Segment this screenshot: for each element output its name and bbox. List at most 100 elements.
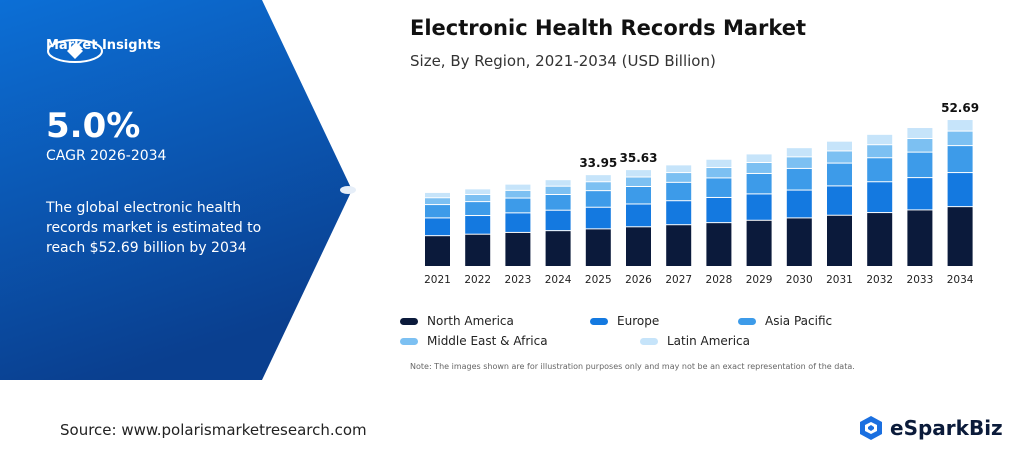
legend-swatch xyxy=(400,317,418,325)
bar-segment xyxy=(746,220,772,266)
bar-segment xyxy=(585,229,611,266)
bar-segment xyxy=(585,175,611,182)
bar-segment xyxy=(867,213,893,266)
chart-legend: North America Europe Asia Pacific Middle… xyxy=(400,314,920,354)
legend-label: Europe xyxy=(617,314,660,328)
bar-segment xyxy=(907,178,933,210)
bar-segment xyxy=(425,198,450,205)
bar-segment xyxy=(545,195,571,210)
illustration-note: Note: The images shown are for illustrat… xyxy=(410,362,855,371)
data-label: 52.69 xyxy=(941,101,979,115)
bar-segment xyxy=(465,216,491,234)
bar-segment xyxy=(907,128,933,138)
legend-item-north-america: North America xyxy=(400,314,514,328)
bar-segment xyxy=(425,192,450,198)
x-tick-label: 2034 xyxy=(947,274,974,286)
chart-title: Electronic Health Records Market xyxy=(410,16,807,40)
x-tick-label: 2032 xyxy=(866,274,893,286)
legend-swatch xyxy=(640,337,658,345)
bar-segment xyxy=(585,207,611,229)
cagr-value: 5.0% xyxy=(46,106,141,146)
bar-segment xyxy=(465,195,491,202)
legend-item-asia-pacific: Asia Pacific xyxy=(738,314,832,328)
bar-segment xyxy=(947,146,973,173)
legend-label: North America xyxy=(427,314,514,328)
bar-segment xyxy=(786,218,812,266)
bar-segment xyxy=(626,170,651,177)
legend-label: Asia Pacific xyxy=(765,314,833,328)
market-description: The global electronic health records mar… xyxy=(46,200,262,256)
bar-segment xyxy=(545,186,571,194)
legend-item-europe: Europe xyxy=(590,314,659,328)
bar-segment xyxy=(545,210,571,231)
cagr-label: CAGR 2026-2034 xyxy=(46,148,167,164)
legend-label: Middle East & Africa xyxy=(427,334,548,348)
x-tick-label: 2025 xyxy=(585,274,612,286)
eye-diamond-icon xyxy=(47,39,103,63)
brand-name: eSparkBiz xyxy=(890,416,1003,440)
x-tick-label: 2029 xyxy=(746,274,773,286)
bar-segment xyxy=(746,154,772,162)
bar-segment xyxy=(706,168,732,178)
bar-segment xyxy=(666,225,692,266)
bar-segment xyxy=(626,177,651,186)
bar-segment xyxy=(545,180,571,186)
bar-segment xyxy=(706,159,732,168)
bar-segment xyxy=(465,234,491,266)
data-label: 35.63 xyxy=(620,151,658,165)
x-tick-label: 2028 xyxy=(706,274,733,286)
bar-segment xyxy=(827,186,852,215)
bar-segment xyxy=(626,227,651,266)
bar-segment xyxy=(907,152,933,178)
bar-segment xyxy=(545,231,571,266)
bar-segment xyxy=(947,120,973,131)
bar-segment xyxy=(786,157,812,168)
bar-segment xyxy=(786,190,812,218)
market-insights-header: Market Insights xyxy=(46,38,161,63)
bar-segment xyxy=(947,131,973,146)
legend-item-latin-america: Latin America xyxy=(640,334,750,348)
bar-segment xyxy=(867,145,893,158)
market-insights-panel: Market Insights 5.0% CAGR 2026-2034 The … xyxy=(0,0,360,380)
bar-segment xyxy=(827,151,852,163)
bar-segment xyxy=(706,178,732,197)
bar-segment xyxy=(666,165,692,173)
bar-segment xyxy=(746,194,772,220)
legend-swatch xyxy=(400,337,418,345)
bar-segment xyxy=(867,158,893,182)
bar-segment xyxy=(746,173,772,194)
x-tick-label: 2031 xyxy=(826,274,853,286)
bar-segment xyxy=(666,201,692,225)
x-tick-label: 2027 xyxy=(665,274,692,286)
bar-segment xyxy=(907,139,933,152)
bar-segment xyxy=(505,184,531,190)
legend-label: Latin America xyxy=(667,334,750,348)
bar-segment xyxy=(666,182,692,201)
x-tick-label: 2033 xyxy=(907,274,934,286)
bar-segment xyxy=(425,236,450,266)
bar-segment xyxy=(907,210,933,266)
bar-segment xyxy=(505,198,531,213)
x-tick-label: 2023 xyxy=(505,274,532,286)
bar-segment xyxy=(827,163,852,186)
x-tick-label: 2030 xyxy=(786,274,813,286)
x-tick-label: 2022 xyxy=(464,274,491,286)
esparkbiz-logo-icon xyxy=(860,416,882,440)
bar-segment xyxy=(505,213,531,232)
bar-segment xyxy=(827,215,852,266)
x-tick-label: 2026 xyxy=(625,274,652,286)
legend-item-middle-east-africa: Middle East & Africa xyxy=(400,334,548,348)
bar-segment xyxy=(585,191,611,207)
x-tick-label: 2024 xyxy=(545,274,572,286)
bar-segment xyxy=(465,202,491,216)
bar-segment xyxy=(626,204,651,227)
x-tick-label: 2021 xyxy=(424,274,451,286)
bar-segment xyxy=(947,173,973,207)
bar-segment xyxy=(505,190,531,198)
bar-segment xyxy=(786,168,812,190)
bar-segment xyxy=(786,148,812,157)
bar-segment xyxy=(465,189,491,194)
bar-segment xyxy=(867,182,893,213)
legend-swatch xyxy=(590,317,608,325)
bar-segment xyxy=(585,182,611,191)
